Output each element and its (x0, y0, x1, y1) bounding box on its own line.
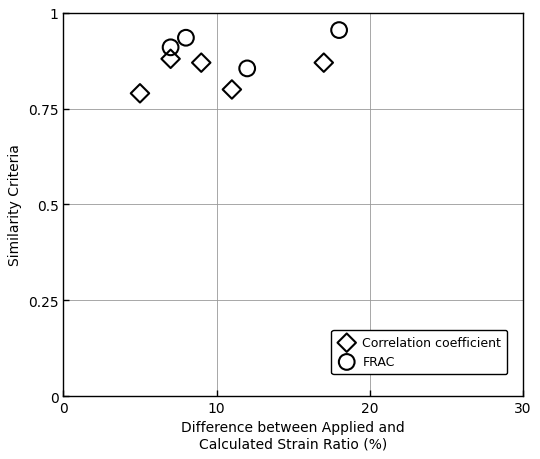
Correlation coefficient (197, 60, 206, 67)
Correlation coefficient (136, 90, 144, 98)
FRAC (243, 66, 252, 73)
Y-axis label: Similarity Criteria: Similarity Criteria (8, 144, 22, 266)
Legend: Correlation coefficient, FRAC: Correlation coefficient, FRAC (331, 330, 508, 375)
X-axis label: Difference between Applied and
Calculated Strain Ratio (%): Difference between Applied and Calculate… (181, 420, 405, 451)
FRAC (181, 35, 190, 42)
Correlation coefficient (166, 56, 175, 63)
Correlation coefficient (227, 87, 236, 94)
FRAC (166, 45, 175, 52)
Correlation coefficient (320, 60, 328, 67)
FRAC (335, 28, 343, 35)
